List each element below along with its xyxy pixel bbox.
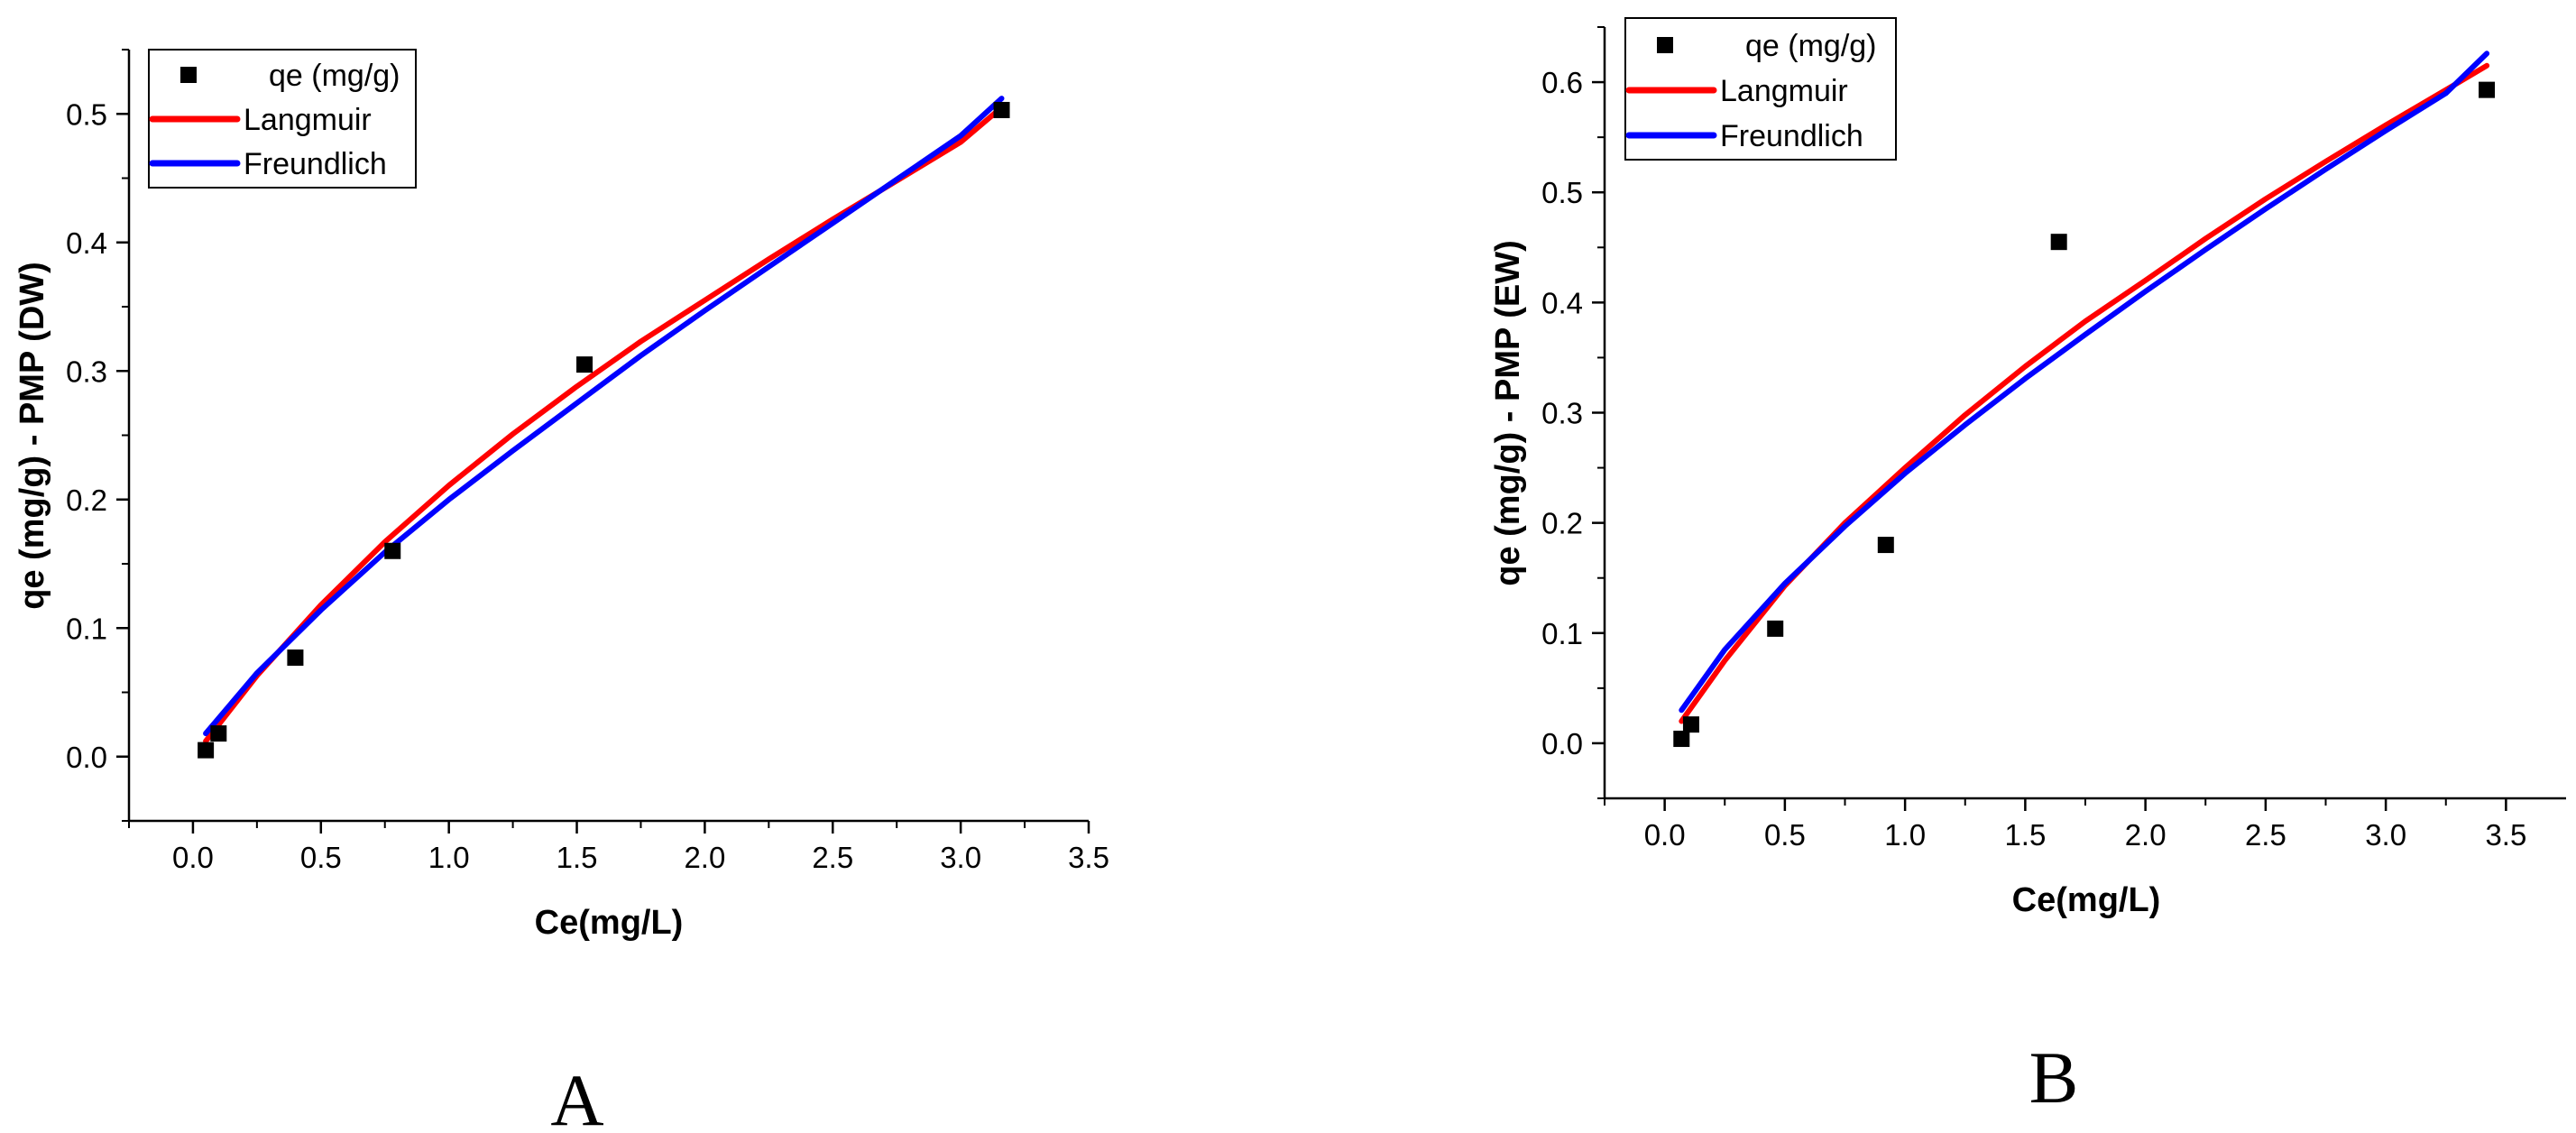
x-tick-label: 2.0 [2125,818,2167,852]
y-tick-label: 0.6 [1541,66,1583,99]
panel-label-a: A [550,1059,603,1133]
x-tick-label: 3.0 [2365,818,2406,852]
freundlich-fit-line [203,96,1005,737]
x-tick-label: 2.5 [812,841,853,874]
data-point [1673,731,1690,748]
y-tick-label: 0.4 [1541,286,1583,319]
langmuir-fit-line [1679,62,2490,724]
data-point [384,542,401,559]
legend-marker-qe-mg-g [1657,37,1673,53]
data-point [287,649,304,667]
x-tick-label: 1.0 [1884,818,1926,852]
data-point [1877,537,1894,554]
x-axis-title: Ce(mg/L) [535,904,684,942]
freundlich-fit-line [1679,51,2490,714]
y-tick-label: 0.1 [1541,617,1583,650]
langmuir-fit-line [203,105,1005,744]
x-tick-label: 0.0 [172,841,214,874]
x-tick-label: 2.0 [684,841,725,874]
y-tick-label: 0.4 [66,226,107,260]
x-tick-label: 1.0 [428,841,470,874]
x-tick-label: 0.5 [300,841,342,874]
data-point [1767,620,1784,637]
y-tick-label: 0.5 [66,97,107,131]
y-tick-label: 0.1 [66,612,107,645]
data-point [993,101,1010,118]
data-point [210,725,227,742]
y-tick-label: 0.5 [1541,176,1583,209]
x-tick-label: 3.5 [2485,818,2526,852]
y-tick-label: 0.2 [66,484,107,517]
legend-label-qe-mg-g: qe (mg/g) [269,59,400,93]
y-tick-label: 0.3 [1541,397,1583,430]
chart-panel-b: 0.0 0.5 1.0 1.5 2.0 2.5 3.0 3.5 0.0 0.1 0.2 0.3 0.4 0… [1489,17,2566,919]
data-point [198,742,215,759]
x-tick-label: 3.5 [1068,841,1109,874]
y-tick-label: 0.3 [66,355,107,388]
data-point [2479,81,2496,98]
x-tick-label: 2.5 [2245,818,2286,852]
y-axis-title: qe (mg/g) - PMP (DW) [14,262,51,610]
legend-label-freundlich: Freundlich [1720,119,1863,153]
legend-label-langmuir: Langmuir [244,103,372,137]
chart-panel-a: 0.0 0.5 1.0 1.5 2.0 2.5 3.0 3.5 0.0 0.1 0.2 0.3 0.4 0… [14,49,1109,942]
panel-label-b: B [2029,1036,2079,1119]
x-tick-label: 1.5 [2004,818,2046,852]
x-tick-label: 0.5 [1764,818,1806,852]
x-axis-title: Ce(mg/L) [2012,881,2161,919]
y-axis-title: qe (mg/g) - PMP (EW) [1489,240,1527,586]
x-tick-label: 1.5 [557,841,598,874]
legend-label-qe-mg-g: qe (mg/g) [1745,29,1877,63]
legend-label-freundlich: Freundlich [244,147,387,181]
x-tick-label: 0.0 [1644,818,1686,852]
legend-marker-qe-mg-g [180,67,197,83]
y-tick-label: 0.2 [1541,507,1583,540]
x-tick-label: 3.0 [940,841,981,874]
data-point [1682,716,1699,733]
data-point [2050,234,2067,251]
y-tick-label: 0.0 [66,741,107,774]
legend-label-langmuir: Langmuir [1720,74,1848,108]
y-tick-label: 0.0 [1541,727,1583,760]
data-point [576,356,593,373]
